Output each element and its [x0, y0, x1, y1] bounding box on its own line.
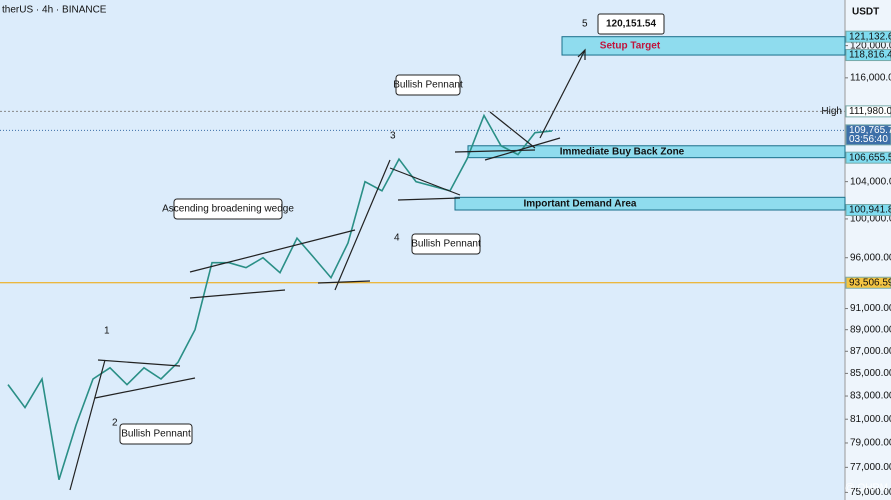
y-tick-label: 87,000.00: [850, 346, 891, 357]
price-tag: [845, 276, 891, 289]
y-tick-label: 85,000.00: [850, 368, 891, 379]
wave-label: 4: [394, 233, 400, 244]
wave-label: 1: [104, 326, 110, 337]
y-tick-label: 116,000.00: [850, 72, 891, 83]
axis-background: [845, 0, 891, 500]
trend-lines: [69, 48, 586, 491]
target-price: 120,151.54: [606, 19, 656, 30]
price-tag: [845, 49, 891, 62]
annotation-box: [411, 233, 481, 255]
price-tag: [845, 105, 891, 118]
y-tick-label: 100,000.00: [850, 214, 891, 225]
wave-label: 3: [390, 131, 396, 142]
y-tick-label: 120,000.00: [850, 40, 891, 51]
price-tag: [845, 30, 891, 43]
price-tag: [845, 204, 891, 217]
price-tag: [845, 151, 891, 164]
annotation: Bullish Pennant: [393, 80, 463, 91]
y-tick-label: 75,000.00: [850, 487, 891, 498]
currency-label: USDT: [852, 7, 879, 18]
price-tag-note: High: [821, 106, 842, 117]
y-tick-label: 89,000.00: [850, 324, 891, 335]
price-tag-label: 106,655.54: [849, 152, 891, 163]
symbol-label: therUS · 4h · BINANCE: [2, 5, 107, 16]
target-box: [597, 13, 665, 35]
annotation-box: [119, 423, 193, 445]
price-tag-timer: 03:56:40: [849, 134, 888, 145]
price-tag-label: 111,980.00: [849, 106, 891, 117]
watermark: @ OHRM: [845, 483, 888, 494]
price-tag-label: 109,765.74: [849, 125, 891, 136]
price-line-series: [7, 113, 553, 481]
annotation-box: [173, 198, 283, 220]
y-tick-label: 81,000.00: [850, 414, 891, 425]
price-tag-label: 93,506.59: [849, 277, 891, 288]
wave-label: 5: [582, 19, 588, 30]
annotation-box: [395, 74, 461, 96]
price-tag-label: 100,941.81: [849, 205, 891, 216]
price-tag-label: 118,816.44: [849, 50, 891, 61]
annotation: Ascending broadening wedge: [162, 204, 294, 215]
wave-label: 2: [112, 418, 118, 429]
y-tick-label: 83,000.00: [850, 391, 891, 402]
annotation: Bullish Pennant: [411, 239, 481, 250]
zone-label: Important Demand Area: [524, 198, 637, 209]
price-tag-label: 121,132.69: [849, 31, 891, 42]
y-tick-label: 96,000.00: [850, 252, 891, 263]
y-tick-label: 79,000.00: [850, 438, 891, 449]
y-tick-label: 91,000.00: [850, 303, 891, 314]
annotation: Bullish Pennant: [121, 429, 191, 440]
y-tick-label: 77,000.00: [850, 462, 891, 473]
price-tag: [845, 124, 891, 146]
y-tick-label: 104,000.00: [850, 176, 891, 187]
zone-label: Immediate Buy Back Zone: [560, 146, 685, 157]
zone: [454, 196, 846, 211]
zone-label: Setup Target: [600, 41, 661, 52]
